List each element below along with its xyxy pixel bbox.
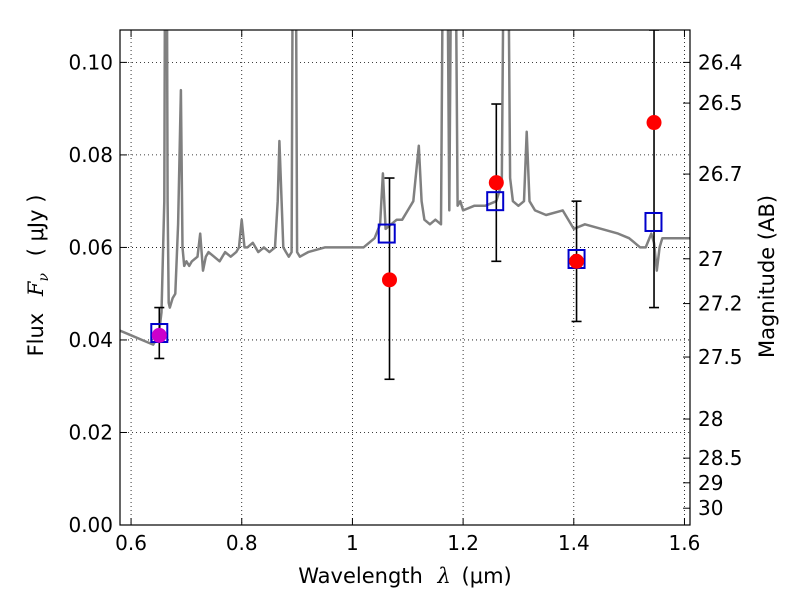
model-square-marker: [377, 223, 396, 244]
y2-tick-label: 27: [698, 247, 723, 271]
model-square-marker: [644, 211, 663, 232]
photometry-points: [150, 30, 663, 381]
spectrum-line: [120, 30, 690, 346]
y2-tick-label: 30: [698, 496, 723, 520]
observed-point-marker: [488, 175, 504, 191]
y2-tick-label: 26.4: [698, 50, 743, 74]
observed-point-marker: [382, 272, 398, 288]
x-tick-label: 0.6: [115, 531, 147, 555]
x-tick-label: 0.8: [226, 531, 258, 555]
grid-lines: [120, 30, 690, 526]
x-tick-label: 1.6: [669, 531, 701, 555]
y2-tick-label: 26.7: [698, 162, 743, 186]
y-axis-title: Flux Fν ( μJy ): [24, 195, 53, 357]
spectrum-series: [120, 30, 690, 346]
y-tick-label: 0.02: [68, 420, 113, 444]
axis-ticks: 0.6 0.8 1 1.2 1.4 1.6 0.00 0.02 0.04 0.06 0.08 0.10…: [68, 30, 743, 555]
x-tick-label: 1.2: [447, 531, 479, 555]
y-tick-label: 0.10: [68, 50, 113, 74]
plot-frame: [119, 29, 691, 526]
observed-point-marker: [569, 253, 585, 269]
x-axis-title: Wavelength λ (μm): [298, 564, 511, 588]
y2-tick-label: 28: [698, 407, 723, 431]
y2-tick-label: 29: [698, 471, 723, 495]
y-tick-label: 0.04: [68, 328, 113, 352]
y2-tick-label: 26.5: [698, 91, 743, 115]
y-tick-label: 0.00: [68, 513, 113, 537]
observed-point-marker: [151, 327, 167, 343]
observed-point-marker: [646, 115, 662, 131]
y-tick-label: 0.06: [68, 235, 113, 259]
x-tick-label: 1: [346, 531, 359, 555]
y-axis-title-group: Flux Fν ( μJy ): [24, 195, 53, 357]
y2-tick-label: 27.2: [698, 292, 743, 316]
y2-tick-label: 28.5: [698, 446, 743, 470]
model-square-marker: [486, 191, 505, 212]
y2-axis-title: Magnitude (AB): [755, 195, 779, 358]
y-tick-label: 0.08: [68, 143, 113, 167]
x-tick-label: 1.4: [558, 531, 590, 555]
y2-tick-label: 27.5: [698, 345, 743, 369]
